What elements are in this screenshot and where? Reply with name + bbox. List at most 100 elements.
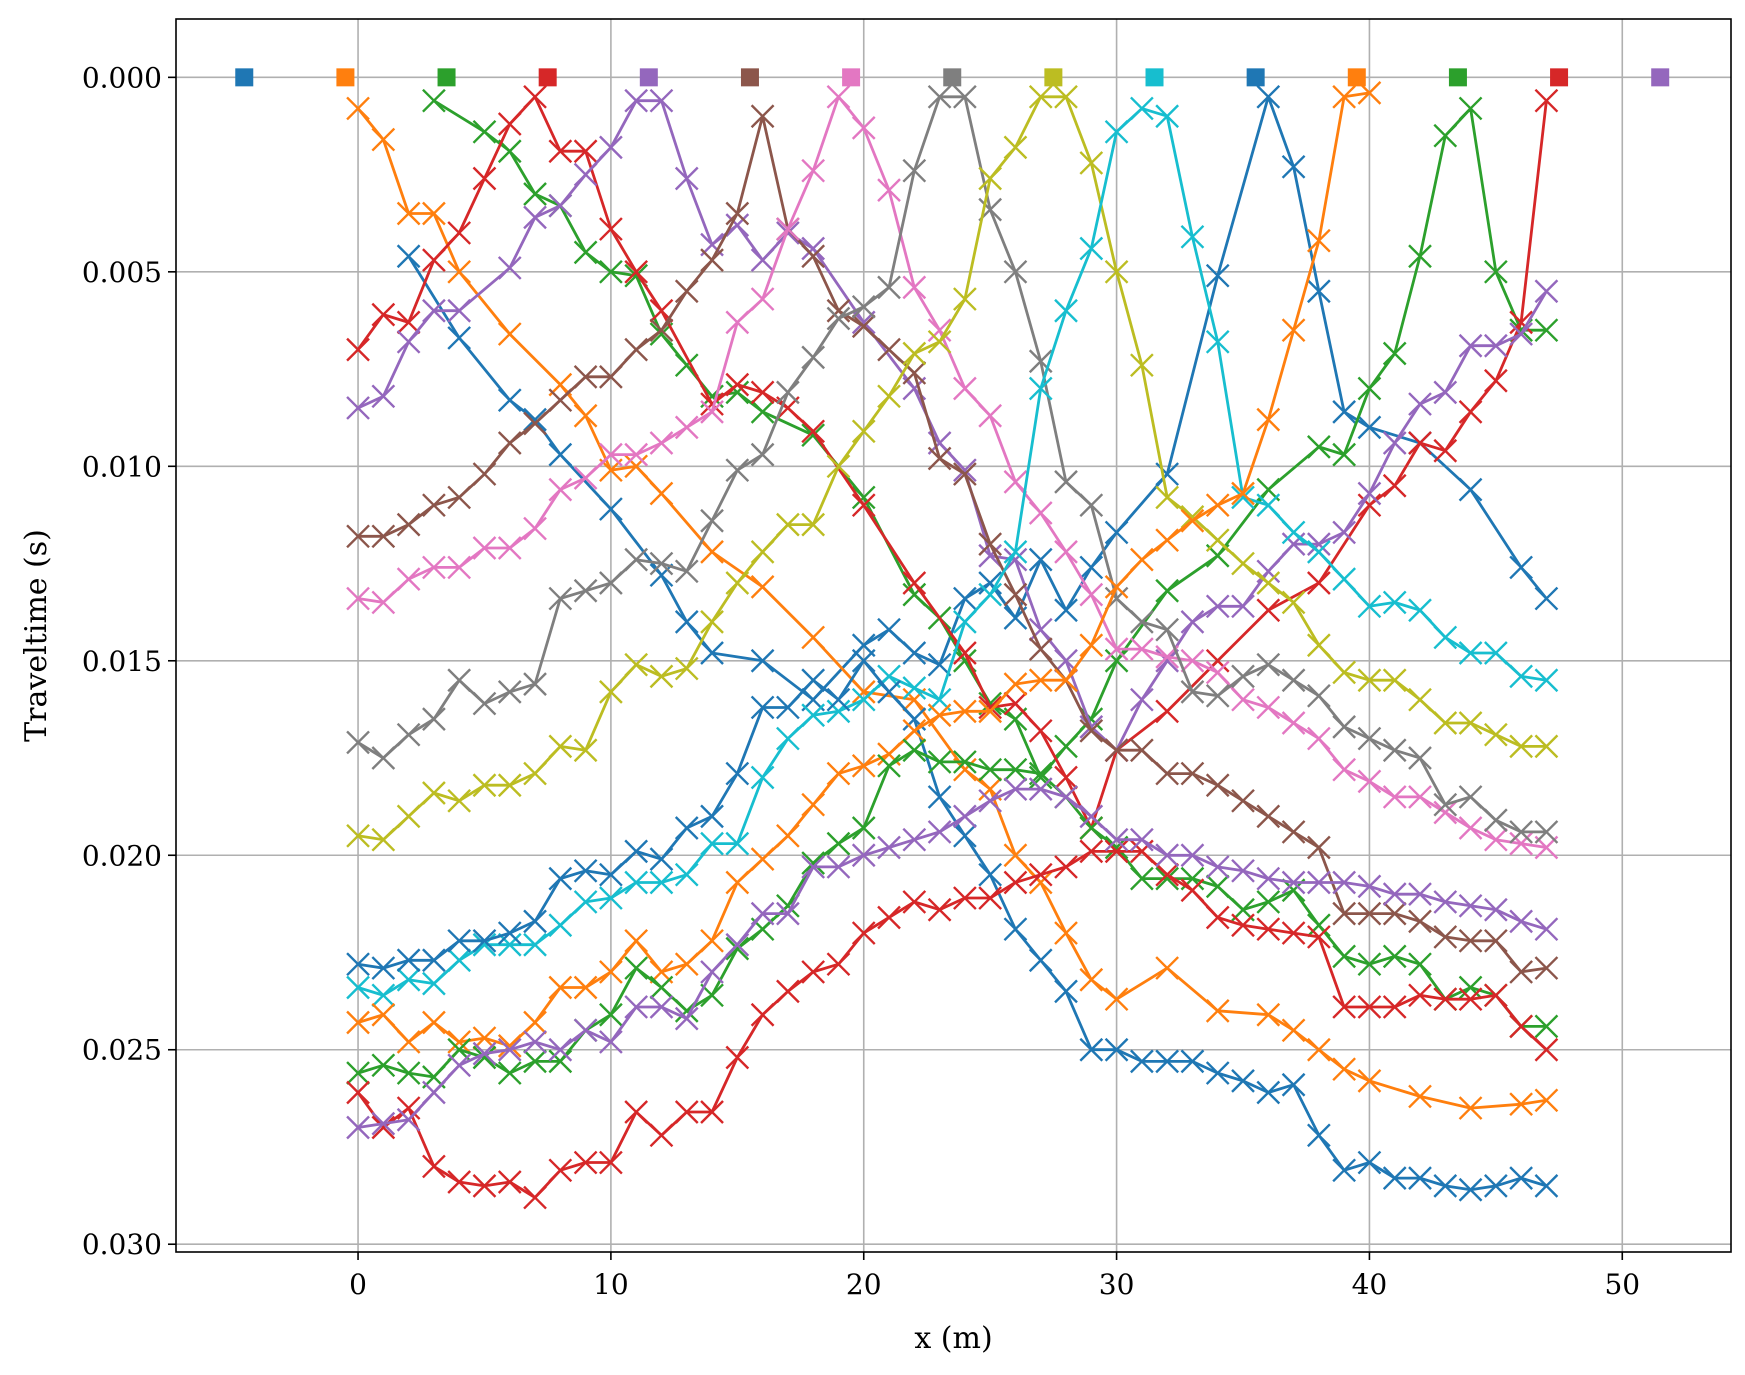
data-point-marker <box>1054 785 1078 809</box>
y-tick-label: 0.005 <box>82 256 162 289</box>
data-point-marker <box>1028 862 1053 887</box>
data-point-marker <box>1256 493 1281 518</box>
data-point-marker <box>851 314 876 339</box>
data-point-marker <box>877 753 901 778</box>
series-line <box>357 95 1547 834</box>
data-point-marker <box>497 536 522 560</box>
data-point-marker <box>1205 1061 1230 1085</box>
data-point-marker <box>1003 777 1028 801</box>
data-point-marker <box>548 913 573 938</box>
data-point-marker <box>1130 637 1154 661</box>
data-point-marker <box>1256 1080 1281 1105</box>
data-point-marker <box>1458 333 1483 358</box>
data-point-marker <box>1104 119 1129 144</box>
data-point-marker <box>1458 641 1483 665</box>
data-point-marker <box>1180 761 1205 786</box>
series-9 <box>346 84 1559 852</box>
data-point-marker <box>750 104 775 129</box>
data-point-marker <box>851 294 876 319</box>
data-point-marker <box>1433 890 1458 914</box>
data-point-marker <box>624 995 649 1019</box>
data-point-marker <box>902 641 927 665</box>
data-point-marker <box>1256 571 1281 595</box>
data-point-marker <box>624 442 649 467</box>
data-point-marker <box>1231 485 1255 510</box>
data-point-marker <box>1155 699 1179 724</box>
source-markers <box>235 68 1670 87</box>
data-point-marker <box>1256 917 1281 942</box>
data-point-marker <box>1307 726 1331 751</box>
data-point-marker <box>624 88 649 113</box>
data-point-marker <box>978 571 1003 595</box>
data-point-marker <box>1458 975 1483 1000</box>
data-point-marker <box>346 730 370 755</box>
data-point-marker <box>573 1018 598 1043</box>
data-point-marker <box>1307 683 1331 708</box>
data-point-marker <box>1509 1166 1533 1190</box>
data-point-marker <box>371 127 396 152</box>
data-point-marker <box>624 928 649 953</box>
data-point-marker <box>801 792 826 817</box>
data-point-marker <box>1205 683 1230 708</box>
series-14 <box>346 839 1559 1210</box>
data-point-marker <box>422 707 446 731</box>
data-point-marker <box>1357 493 1382 518</box>
data-point-marker <box>447 928 472 953</box>
data-point-marker <box>801 244 826 269</box>
data-point-marker <box>1484 641 1508 665</box>
data-point-marker <box>1079 715 1104 739</box>
data-point-marker <box>927 897 952 922</box>
data-point-marker <box>1079 555 1104 580</box>
y-tick-label: 0.000 <box>82 61 162 94</box>
data-point-marker <box>1028 777 1053 801</box>
data-point-marker <box>523 932 547 957</box>
series-line <box>356 95 1548 830</box>
data-point-marker <box>700 928 724 953</box>
data-point-marker <box>346 337 370 362</box>
data-point-marker <box>1534 1014 1559 1039</box>
data-point-marker <box>497 112 522 136</box>
data-point-marker <box>472 1174 497 1198</box>
data-point-marker <box>447 1053 472 1078</box>
data-point-marker <box>422 971 446 996</box>
data-point-marker <box>1433 438 1458 463</box>
data-point-marker <box>447 555 472 580</box>
data-point-marker <box>1256 804 1281 829</box>
data-point-marker <box>548 1049 573 1074</box>
data-point-marker <box>1357 1150 1382 1175</box>
data-point-marker <box>1408 983 1432 1008</box>
data-point-marker <box>649 551 674 576</box>
data-point-marker <box>801 960 826 984</box>
data-point-marker <box>1256 1002 1281 1027</box>
data-point-marker <box>1028 501 1053 525</box>
data-point-marker <box>1408 392 1432 416</box>
series-8 <box>346 84 1559 844</box>
data-point-marker <box>1281 590 1306 615</box>
source-marker <box>639 68 658 87</box>
data-point-marker <box>750 1002 775 1027</box>
data-point-marker <box>1307 228 1331 253</box>
data-point-marker <box>674 610 699 634</box>
data-point-marker <box>1180 505 1205 529</box>
data-point-marker <box>978 788 1003 813</box>
data-point-marker <box>776 380 800 405</box>
data-point-marker <box>1534 917 1559 942</box>
data-point-marker <box>396 512 421 537</box>
data-point-marker <box>1332 520 1356 545</box>
data-point-marker <box>725 380 750 405</box>
data-point-marker <box>851 419 876 444</box>
data-point-marker <box>877 275 901 300</box>
data-point-marker <box>1180 680 1205 704</box>
data-point-marker <box>700 508 724 533</box>
data-point-marker <box>523 672 547 696</box>
data-point-marker <box>1408 952 1432 977</box>
data-point-marker <box>1079 236 1104 261</box>
data-point-marker <box>422 493 446 518</box>
data-point-marker <box>1509 960 1533 984</box>
data-point-marker <box>851 493 876 518</box>
data-point-marker <box>1155 617 1179 642</box>
data-point-marker <box>1382 590 1407 615</box>
data-point-marker <box>1231 788 1255 813</box>
data-point-marker <box>396 567 421 591</box>
data-point-marker <box>953 750 977 774</box>
